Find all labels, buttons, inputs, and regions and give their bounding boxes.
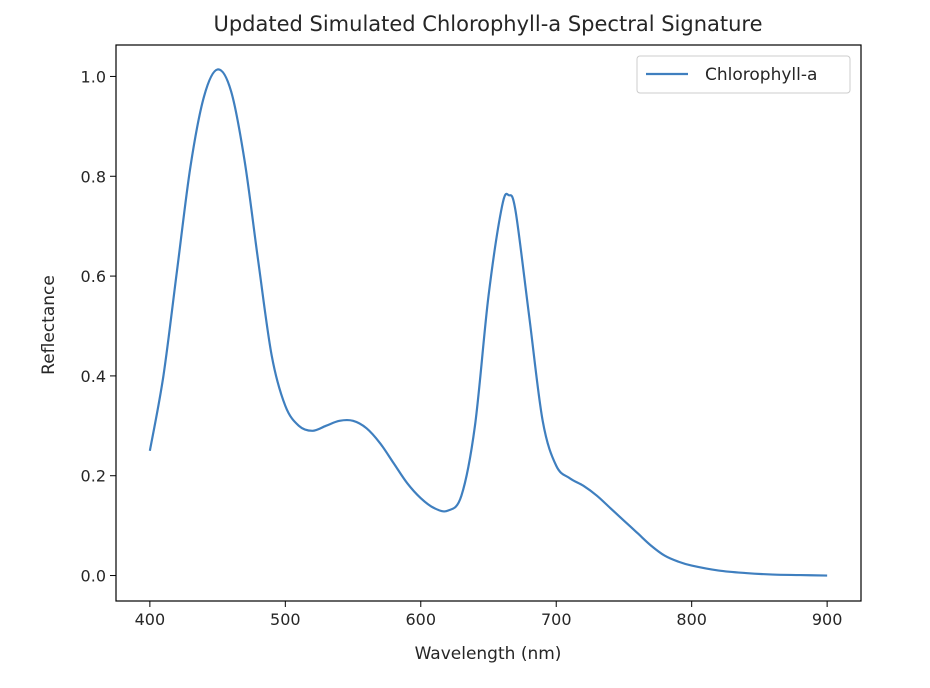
x-tick-label: 800 [676,610,707,629]
x-tick-label: 400 [135,610,166,629]
series-line-chlorophyll-a [148,68,828,577]
y-tick-label: 1.0 [81,67,106,86]
legend: Chlorophyll-a [636,55,851,94]
y-tick-label: 0.2 [81,467,106,486]
tick-layer: 400 500 600 700 800 900 0.0 0.2 0.4 0.6 0.8 1.0 [81,67,843,629]
y-tick-label: 0.4 [81,367,106,386]
x-tick-label: 900 [812,610,843,629]
plot-area [148,68,828,577]
x-tick-label: 700 [541,610,572,629]
x-tick-label: 500 [270,610,301,629]
y-tick-label: 0.8 [81,167,106,186]
x-axis-label: Wavelength (nm) [415,644,562,664]
legend-label-chlorophyll-a: Chlorophyll-a [705,65,817,85]
legend-box [636,55,851,94]
axes-frame [115,44,862,602]
y-tick-label: 0.6 [81,267,106,286]
y-axis-label: Reflectance [39,275,59,375]
y-tick-label: 0.0 [81,567,106,586]
x-tick-label: 600 [405,610,436,629]
chart-title: Updated Simulated Chlorophyll-a Spectral… [213,12,762,36]
